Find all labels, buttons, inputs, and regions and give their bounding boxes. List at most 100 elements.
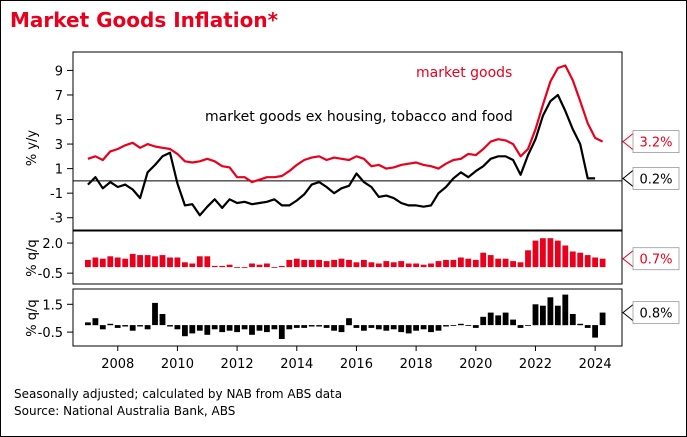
qoq-red-bar (85, 259, 91, 268)
qoq-red-bar (472, 259, 479, 268)
qoq-red-bar (487, 255, 494, 268)
qoq-black-bar (167, 325, 173, 327)
qoq-red-bar (196, 256, 203, 268)
x-tick-label: 2018 (400, 357, 433, 372)
qoq-black-bar (219, 325, 226, 333)
panel-qoq-red-frame (72, 230, 623, 285)
qoq-black-bar (450, 325, 457, 326)
qoq-red-bar (99, 258, 106, 268)
qoq-black-bar (413, 325, 419, 331)
x-tick-label: 2010 (161, 357, 194, 372)
annotation-market-goods: market goods (416, 65, 512, 81)
qoq-red-bar (584, 255, 591, 268)
y-axis-label-qoq-red: % q/q (25, 239, 40, 276)
x-tick-label: 2014 (280, 357, 313, 372)
qoq-black-bar (226, 325, 233, 331)
qoq-red-bar (234, 267, 240, 268)
y-tick-label: -0.5 (38, 326, 63, 341)
qoq-red-bar (167, 257, 173, 268)
qoq-black-bar (510, 319, 516, 326)
qoq-black-bar (278, 325, 285, 339)
qoq-red-bar (495, 258, 502, 268)
callouts-yoy: 3.2% 0.2% (622, 130, 680, 190)
qoq-red-bar (137, 255, 143, 268)
qoq-black-bar (562, 294, 569, 326)
qoq-red-bar (532, 240, 539, 268)
callout-market-goods-ex-box (632, 167, 680, 190)
qoq-black-bar (264, 325, 270, 333)
qoq-black-bar (301, 325, 308, 328)
qoq-black-bar (547, 297, 554, 326)
qoq-black-bar (85, 322, 91, 326)
qoq-red-bar (107, 256, 114, 268)
qoq-red-bar (540, 238, 546, 268)
y-ticks-qoq-black: 1.5 -0.5 (38, 298, 73, 341)
callout-market-goods: 3.2% (622, 130, 680, 154)
qoq-black-bar (99, 325, 106, 330)
qoq-black-bar (495, 315, 502, 326)
y-tick-label: -1 (50, 187, 63, 202)
qoq-red-callout-box (632, 247, 680, 271)
y-tick-label: 2.0 (42, 237, 63, 252)
qoq-black-bar (331, 325, 337, 331)
bars-qoq-red (85, 238, 606, 268)
qoq-red-bar (547, 238, 554, 268)
qoq-black-bar (129, 325, 136, 331)
qoq-red-bar (286, 259, 293, 268)
qoq-red-bar (368, 262, 375, 268)
qoq-red-bar (271, 267, 278, 268)
qoq-red-bar (465, 258, 472, 268)
callout-market-goods-box (632, 130, 680, 154)
qoq-black-bar (323, 325, 330, 328)
qoq-black-bar (465, 325, 472, 326)
qoq-red-bar (189, 263, 196, 268)
callout-market-goods-ex-pointer (622, 170, 634, 187)
x-tick-label: 2022 (519, 357, 552, 372)
qoq-red-bar (525, 250, 531, 268)
callout-qoq-black: 0.8% (622, 301, 680, 325)
qoq-red-bar (144, 255, 151, 268)
panel-yoy-frame (72, 51, 623, 231)
callout-market-goods-ex-label: 0.2% (639, 172, 672, 187)
qoq-black-bar (286, 325, 293, 330)
qoq-red-bar (577, 252, 584, 268)
qoq-black-bar (114, 325, 121, 328)
qoq-black-callout: 0.8% (622, 301, 680, 325)
qoq-black-bar (375, 325, 382, 330)
panel-yoy: 9 7 5 3 1 -1 -3 % y/y market goods market good… (25, 51, 680, 231)
y-tick-label: 3 (55, 138, 63, 153)
qoq-black-bar (211, 325, 218, 330)
qoq-red-bar (241, 267, 248, 268)
qoq-black-bar (472, 325, 479, 328)
qoq-red-bar (458, 257, 464, 268)
qoq-red-bar (256, 264, 263, 268)
qoq-red-bar (398, 261, 405, 268)
footnote: Seasonally adjusted; calculated by NAB f… (14, 387, 342, 401)
qoq-red-callout-label: 0.7% (639, 253, 672, 268)
qoq-black-bar (554, 305, 561, 326)
qoq-black-bar (428, 325, 434, 333)
qoq-black-bar (182, 325, 188, 337)
qoq-red-bar (219, 265, 226, 268)
qoq-black-bar (293, 325, 300, 328)
qoq-black-bar (368, 325, 375, 328)
qoq-black-bar (189, 325, 196, 334)
callout-market-goods-pointer (622, 133, 634, 151)
y-tick-label: -0.5 (38, 267, 63, 282)
y-axis-label-qoq-black: % q/q (25, 299, 40, 336)
qoq-black-bar (308, 325, 315, 327)
qoq-black-bar (152, 302, 158, 326)
qoq-black-bar (338, 325, 345, 333)
qoq-red-bar (480, 252, 487, 268)
qoq-red-bar (338, 258, 345, 268)
qoq-red-bar (211, 265, 218, 268)
annotation-market-goods-ex: market goods ex housing, tobacco and foo… (205, 109, 513, 125)
x-tick-label: 2024 (579, 357, 612, 372)
qoq-black-bar (532, 304, 539, 326)
qoq-black-bar (144, 325, 151, 330)
qoq-black-bar (390, 325, 397, 330)
qoq-red-bar (592, 257, 598, 268)
qoq-black-bar (271, 325, 278, 330)
y-tick-label: 1.5 (42, 298, 63, 313)
